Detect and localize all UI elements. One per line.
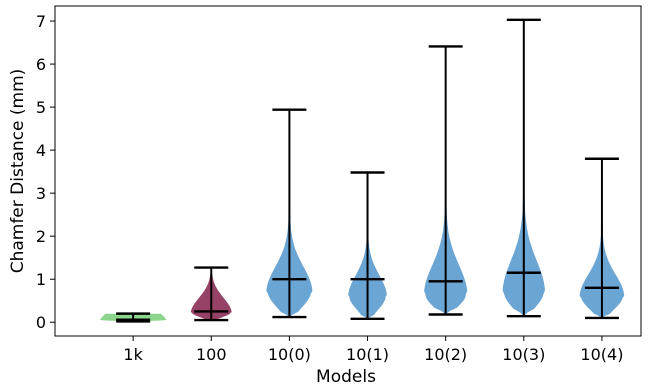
x-tick-label: 10(4)	[580, 345, 623, 364]
y-tick-label: 3	[36, 184, 46, 203]
violins-layer	[99, 19, 625, 322]
y-axis: 0 1 2 3 4 5 6 7	[36, 12, 55, 332]
x-tick-label: 10(3)	[502, 345, 545, 364]
plot-frame	[54, 5, 642, 337]
x-tick-label: 10(2)	[424, 345, 467, 364]
y-tick-label: 7	[36, 12, 46, 31]
y-tick-label: 4	[36, 141, 46, 160]
y-tick-label: 5	[36, 98, 46, 117]
x-tick-label: 1k	[123, 345, 143, 364]
y-axis-label: Chamfer Distance (mm)	[8, 69, 28, 274]
x-tick-label: 100	[196, 345, 227, 364]
x-tick-label: 10(0)	[268, 345, 311, 364]
x-axis: 1k 100 10(0) 10(1) 10(2) 10(3) 10(4)	[123, 336, 623, 364]
stats-layer	[116, 18, 619, 323]
y-tick-label: 6	[36, 55, 46, 74]
x-axis-label: Models	[316, 367, 376, 387]
x-tick-label: 10(1)	[346, 345, 389, 364]
y-tick-label: 1	[36, 270, 46, 289]
y-tick-label: 0	[36, 313, 46, 332]
y-tick-label: 2	[36, 227, 46, 246]
